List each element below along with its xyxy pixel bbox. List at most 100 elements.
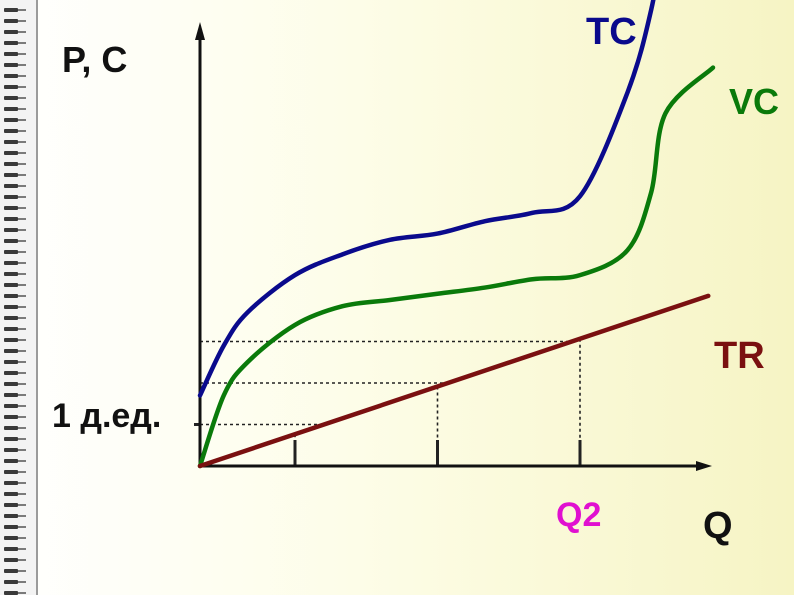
binding-ring-hole <box>18 394 26 396</box>
binding-ring-hole <box>18 339 26 341</box>
binding-ring <box>4 470 18 474</box>
unit-label: 1 д.ед. <box>52 397 161 435</box>
binding-ring <box>4 129 18 133</box>
binding-ring-hole <box>18 284 26 286</box>
spiral-binding-rings <box>4 8 26 595</box>
binding-ring <box>4 525 18 529</box>
binding-ring-hole <box>18 526 26 528</box>
tc-curve <box>197 0 656 398</box>
binding-ring <box>4 52 18 56</box>
binding-ring <box>4 360 18 364</box>
binding-ring-hole <box>18 273 26 275</box>
binding-ring-hole <box>18 119 26 121</box>
binding-ring-hole <box>18 460 26 462</box>
binding-ring <box>4 41 18 45</box>
binding-ring-hole <box>18 152 26 154</box>
binding-ring <box>4 481 18 485</box>
binding-ring <box>4 426 18 430</box>
binding-ring <box>4 448 18 452</box>
binding-ring <box>4 338 18 342</box>
binding-ring-hole <box>18 405 26 407</box>
binding-ring <box>4 415 18 419</box>
binding-ring-hole <box>18 185 26 187</box>
binding-ring-hole <box>18 108 26 110</box>
binding-ring-hole <box>18 42 26 44</box>
binding-ring-hole <box>18 295 26 297</box>
binding-ring-hole <box>18 438 26 440</box>
binding-ring <box>4 184 18 188</box>
binding-ring-hole <box>18 317 26 319</box>
binding-ring <box>4 591 18 595</box>
binding-ring-hole <box>18 592 26 594</box>
tc-series-label: TC <box>586 11 637 53</box>
binding-ring-hole <box>18 86 26 88</box>
binding-ring <box>4 580 18 584</box>
x-axis-arrow <box>696 461 712 471</box>
binding-ring-hole <box>18 53 26 55</box>
binding-ring <box>4 173 18 177</box>
x-axis-label: Q <box>703 505 733 547</box>
binding-ring <box>4 316 18 320</box>
binding-ring <box>4 63 18 67</box>
binding-ring-hole <box>18 504 26 506</box>
binding-ring <box>4 118 18 122</box>
binding-ring <box>4 239 18 243</box>
binding-ring <box>4 393 18 397</box>
binding-ring <box>4 503 18 507</box>
binding-ring-hole <box>18 361 26 363</box>
binding-ring-hole <box>18 372 26 374</box>
tr-curve <box>197 293 711 469</box>
binding-ring <box>4 74 18 78</box>
binding-ring <box>4 514 18 518</box>
binding-ring <box>4 547 18 551</box>
binding-ring <box>4 349 18 353</box>
binding-ring-hole <box>18 548 26 550</box>
binding-ring-hole <box>18 97 26 99</box>
binding-ring-hole <box>18 471 26 473</box>
binding-ring-hole <box>18 31 26 33</box>
q2-label: Q2 <box>556 496 601 534</box>
binding-ring-hole <box>18 9 26 11</box>
binding-ring-hole <box>18 482 26 484</box>
labels: P, C Q 1 д.ед. Q2 TC VC TR <box>52 11 779 547</box>
binding-ring <box>4 437 18 441</box>
binding-ring <box>4 404 18 408</box>
binding-ring <box>4 85 18 89</box>
binding-ring-hole <box>18 174 26 176</box>
binding-ring-hole <box>18 328 26 330</box>
binding-ring-hole <box>18 350 26 352</box>
binding-ring <box>4 140 18 144</box>
binding-ring <box>4 96 18 100</box>
binding-ring <box>4 272 18 276</box>
binding-ring <box>4 8 18 12</box>
binding-ring <box>4 294 18 298</box>
binding-ring <box>4 30 18 34</box>
y-axis-arrow <box>195 22 205 40</box>
binding-ring <box>4 327 18 331</box>
binding-ring-hole <box>18 163 26 165</box>
binding-ring <box>4 382 18 386</box>
binding-ring <box>4 558 18 562</box>
binding-ring-hole <box>18 251 26 253</box>
binding-ring-hole <box>18 559 26 561</box>
binding-ring <box>4 107 18 111</box>
binding-ring-hole <box>18 20 26 22</box>
axes <box>195 22 712 471</box>
binding-ring-hole <box>18 262 26 264</box>
binding-ring <box>4 492 18 496</box>
binding-ring <box>4 19 18 23</box>
binding-ring <box>4 195 18 199</box>
binding-ring <box>4 206 18 210</box>
binding-ring-hole <box>18 383 26 385</box>
binding-ring-hole <box>18 427 26 429</box>
binding-ring-hole <box>18 581 26 583</box>
binding-ring-hole <box>18 493 26 495</box>
binding-ring-hole <box>18 537 26 539</box>
tr-series-label: TR <box>714 335 765 377</box>
curves <box>197 0 716 469</box>
binding-ring-hole <box>18 240 26 242</box>
binding-ring <box>4 261 18 265</box>
binding-ring <box>4 569 18 573</box>
binding-ring-hole <box>18 570 26 572</box>
